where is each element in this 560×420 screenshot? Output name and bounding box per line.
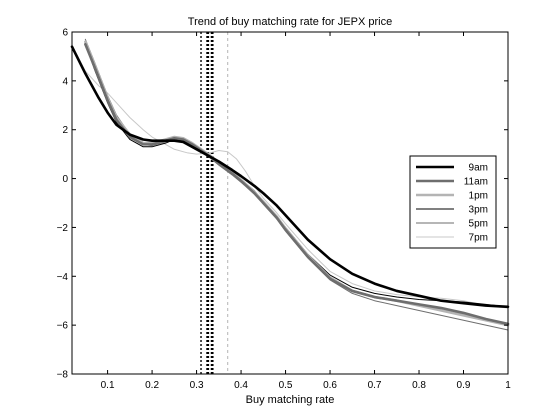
y-tick-label: 6: [62, 28, 68, 39]
x-tick-label: 0.2: [145, 380, 159, 391]
legend-label-3pm: 3pm: [469, 205, 488, 216]
x-tick-label: 0.7: [368, 380, 382, 391]
y-tick-label: 0: [62, 174, 68, 185]
legend-label-9am: 9am: [469, 163, 488, 174]
x-tick-label: 0.3: [190, 380, 204, 391]
x-tick-label: 0.1: [101, 380, 115, 391]
x-tick-label: 0.6: [323, 380, 337, 391]
y-tick-label: 2: [62, 125, 68, 136]
chart-title: Trend of buy matching rate for JEPX pric…: [188, 16, 392, 28]
legend-label-5pm: 5pm: [469, 219, 488, 230]
x-tick-label: 0.5: [279, 380, 293, 391]
y-tick-label: −6: [57, 321, 69, 332]
x-tick-label: 0.8: [412, 380, 426, 391]
y-tick-label: −4: [57, 272, 69, 283]
y-tick-label: 4: [62, 76, 68, 87]
legend-label-11am: 11am: [464, 177, 488, 188]
x-tick-label: 0.4: [234, 380, 248, 391]
y-tick-label: −8: [57, 370, 69, 381]
y-tick-label: −2: [57, 223, 69, 234]
legend-label-1pm: 1pm: [469, 191, 488, 202]
x-axis-label: Buy matching rate: [246, 394, 335, 406]
legend-label-7pm: 7pm: [469, 233, 488, 244]
legend: 9am 11am 1pm 3pm 5pm 7pm: [410, 156, 496, 248]
x-tick-label: 1: [505, 380, 511, 391]
x-tick-label: 0.9: [457, 380, 471, 391]
